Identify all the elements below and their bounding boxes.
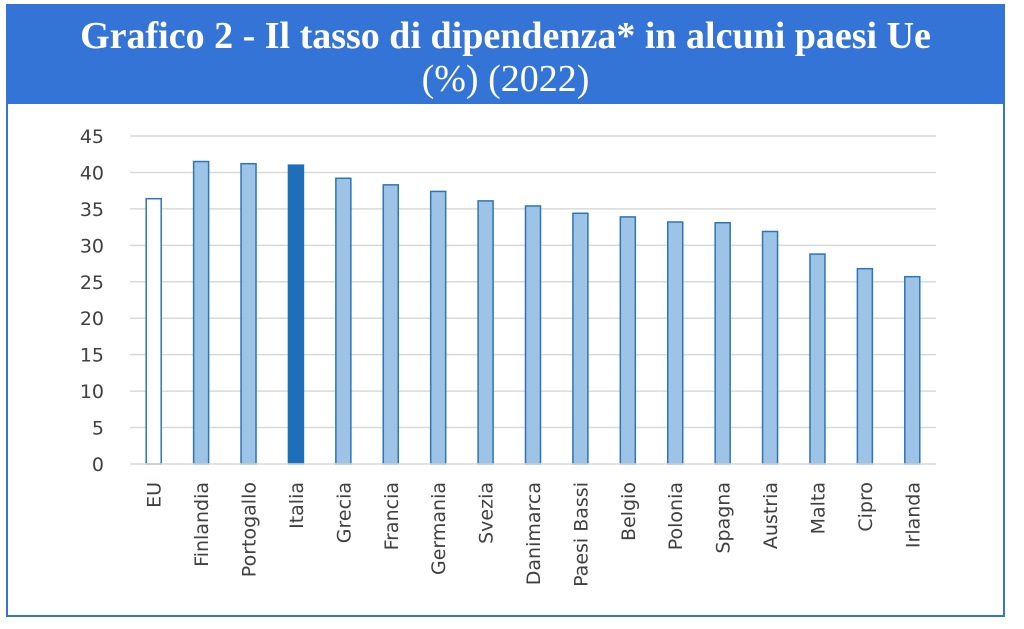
- x-tick-label: Spagna: [713, 482, 735, 554]
- bar-spagna: [714, 221, 731, 465]
- bar-polonia: [666, 221, 684, 465]
- y-tick-label: 40: [80, 162, 104, 184]
- title-band: Grafico 2 - Il tasso di dipendenza* in a…: [8, 6, 1003, 104]
- bar-belgio: [619, 216, 637, 465]
- bar-eu: [145, 197, 162, 465]
- y-tick-label: 15: [80, 345, 104, 367]
- x-tick-label: Francia: [381, 482, 403, 550]
- x-tick-label: Austria: [760, 482, 782, 549]
- x-tick-label: Polonia: [665, 482, 687, 550]
- chart-subtitle: (%) (2022): [421, 58, 590, 100]
- bar-malta: [809, 253, 826, 465]
- bar-paesi-bassi: [572, 212, 589, 465]
- bar-austria: [761, 230, 779, 465]
- bar-francia: [382, 184, 400, 465]
- y-tick-label: 5: [92, 418, 104, 440]
- x-tick-label: Finlandia: [191, 482, 213, 567]
- x-tick-label: Portogallo: [239, 482, 261, 577]
- y-tick-label: 45: [80, 126, 104, 148]
- x-tick-label: Grecia: [333, 482, 355, 543]
- y-tick-label: 25: [80, 272, 104, 294]
- y-axis-ticks: 0 5 10 15 20 25 30 35 40 45: [80, 126, 104, 476]
- x-tick-label: Paesi Bassi: [570, 482, 592, 587]
- x-tick-label: Danimarca: [523, 482, 545, 585]
- y-tick-label: 0: [92, 454, 104, 476]
- x-tick-label: EU: [144, 482, 166, 508]
- y-tick-label: 30: [80, 235, 104, 257]
- bar-finlandia: [192, 160, 210, 465]
- x-tick-label: Cipro: [855, 482, 877, 532]
- chart-frame: Grafico 2 - Il tasso di dipendenza* in a…: [6, 4, 1005, 617]
- bar-svezia: [477, 200, 494, 465]
- x-axis-labels: EU Finlandia Portogallo Italia Grecia Francia…: [144, 482, 925, 587]
- y-tick-label: 35: [80, 199, 104, 221]
- x-tick-label: Germania: [428, 482, 450, 575]
- bar-grecia: [335, 177, 352, 465]
- x-tick-label: Belgio: [618, 482, 640, 541]
- chart-title: Grafico 2 - Il tasso di dipendenza* in a…: [80, 15, 931, 57]
- x-tick-label: Irlanda: [902, 482, 924, 548]
- bars: [145, 160, 921, 465]
- x-tick-label: Svezia: [476, 482, 498, 544]
- x-tick-label: Italia: [286, 482, 308, 529]
- bar-danimarca: [524, 205, 542, 465]
- bar-italia: [287, 164, 305, 465]
- y-tick-label: 20: [80, 308, 104, 330]
- bar-cipro: [856, 267, 874, 465]
- x-tick-label: Malta: [807, 482, 829, 534]
- bar-germania: [429, 190, 447, 465]
- bar-chart: 0 5 10 15 20 25 30 35 40 45 EU Finlandia Portogallo…: [80, 126, 936, 587]
- bar-irlanda: [904, 275, 921, 465]
- bar-portogallo: [240, 162, 257, 465]
- y-tick-label: 10: [80, 381, 104, 403]
